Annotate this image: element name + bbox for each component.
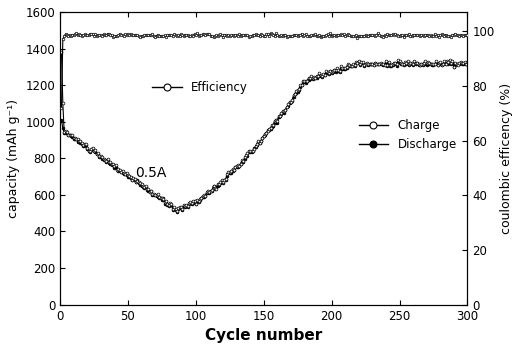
Legend: Charge, Discharge: Charge, Discharge xyxy=(354,114,461,155)
Discharge xyxy=(464,61,471,65)
Text: 0.5A: 0.5A xyxy=(135,166,166,180)
Efficiency xyxy=(402,33,408,37)
Charge xyxy=(308,74,315,78)
Discharge xyxy=(174,210,180,214)
Discharge xyxy=(302,80,308,84)
Efficiency xyxy=(308,33,315,37)
Efficiency xyxy=(300,34,306,38)
Charge xyxy=(302,79,308,84)
Efficiency xyxy=(60,37,66,41)
Discharge xyxy=(427,62,434,66)
Y-axis label: capacity (mAh g⁻¹): capacity (mAh g⁻¹) xyxy=(7,99,20,218)
Efficiency xyxy=(464,33,471,37)
Discharge xyxy=(58,118,64,122)
Charge xyxy=(464,60,471,64)
Discharge xyxy=(402,61,408,65)
Discharge xyxy=(300,80,306,84)
Charge xyxy=(402,60,408,64)
Charge xyxy=(427,62,434,66)
Efficiency xyxy=(302,33,308,37)
Efficiency xyxy=(427,33,434,37)
Charge xyxy=(300,79,306,83)
Line: Discharge: Discharge xyxy=(60,60,469,213)
Discharge xyxy=(60,126,66,130)
Discharge xyxy=(444,60,450,64)
X-axis label: Cycle number: Cycle number xyxy=(205,328,322,343)
Line: Charge: Charge xyxy=(60,51,469,212)
Charge xyxy=(58,50,64,54)
Y-axis label: coulombic efficency (%): coulombic efficency (%) xyxy=(500,83,513,234)
Line: Efficiency: Efficiency xyxy=(60,32,469,109)
Efficiency xyxy=(73,31,80,35)
Discharge xyxy=(308,75,315,79)
Charge xyxy=(60,101,66,105)
Efficiency xyxy=(58,106,64,110)
Charge xyxy=(174,209,180,213)
